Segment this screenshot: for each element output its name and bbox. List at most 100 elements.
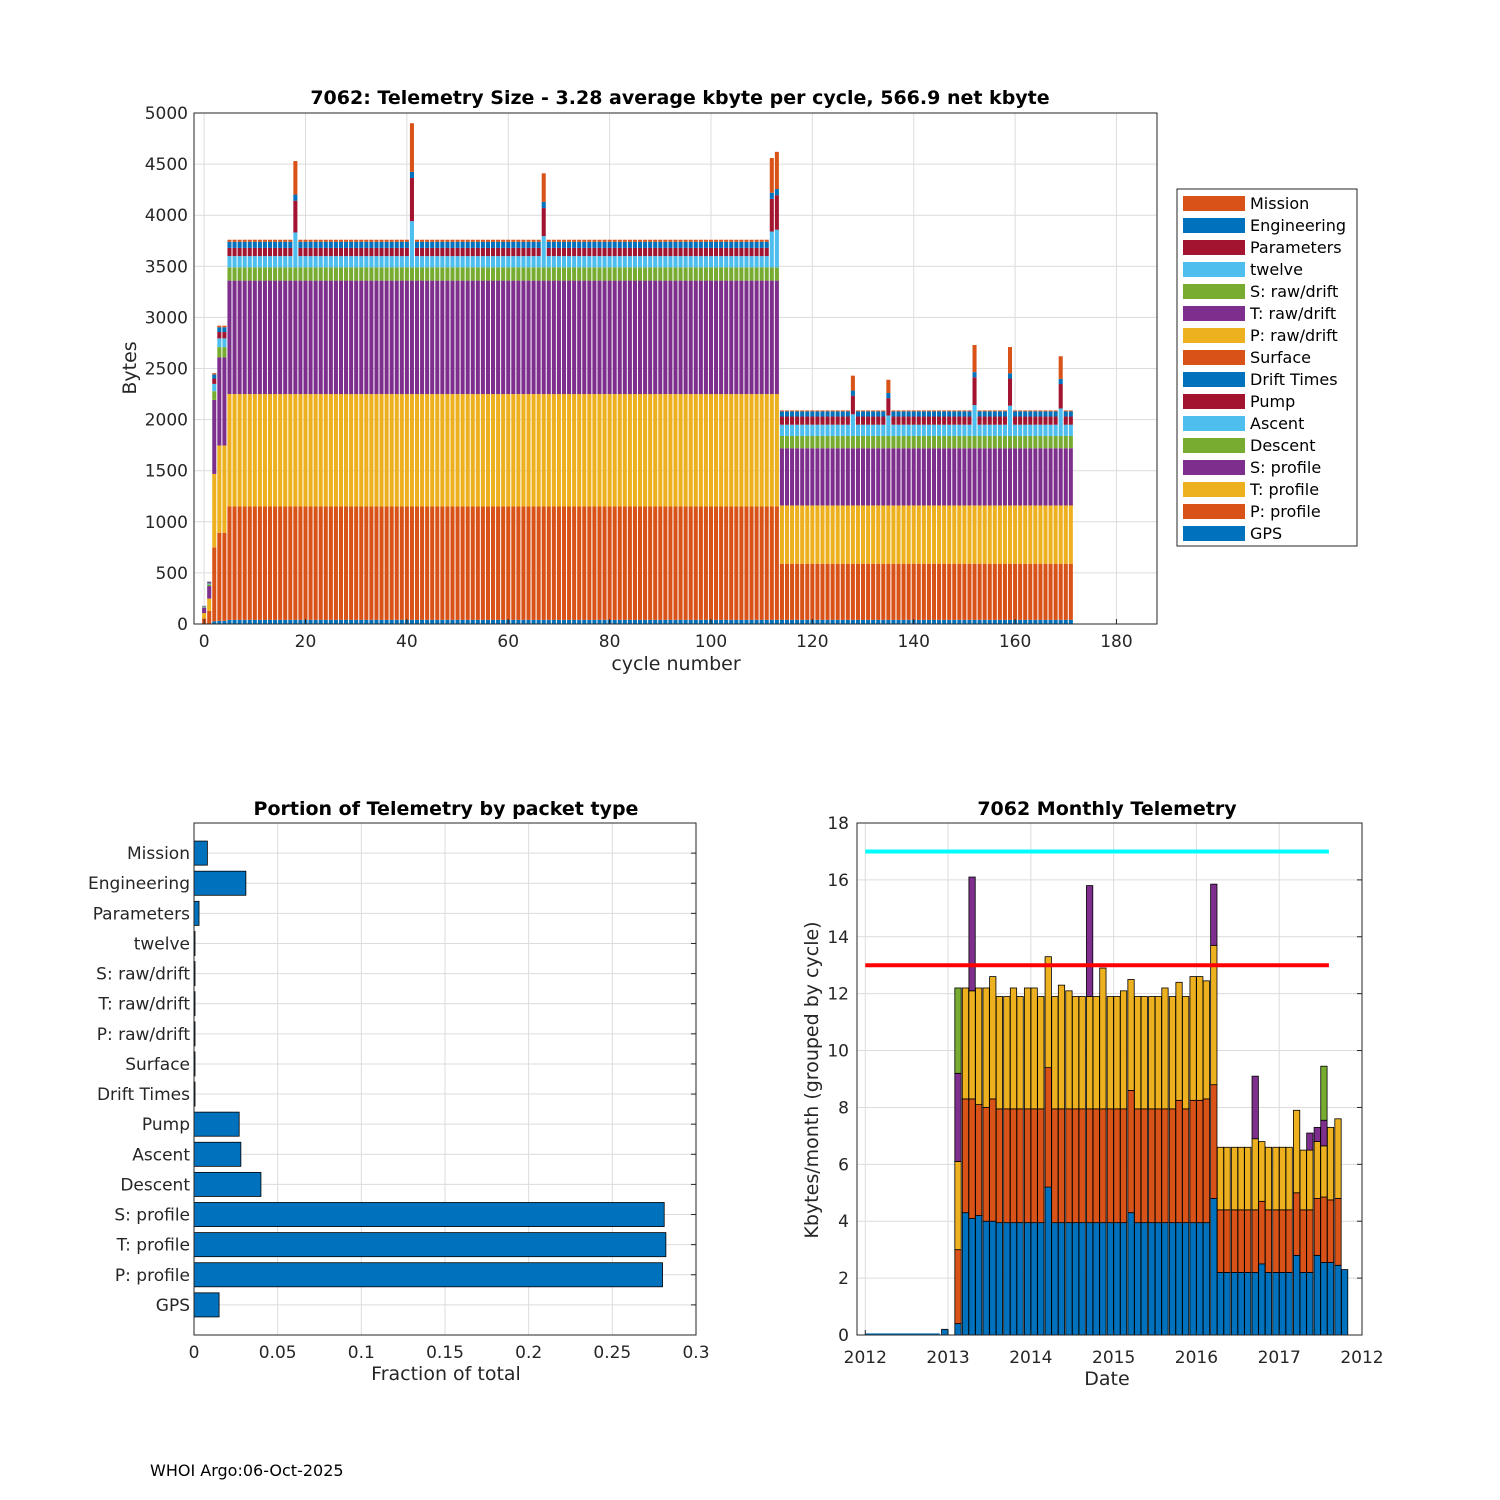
bar-segment-mission [323, 239, 328, 242]
legend-entry: T: profile [1249, 480, 1319, 499]
legend-entry: P: raw/drift [1250, 326, 1338, 345]
bar-segment-p-profile [810, 563, 815, 620]
bar-segment-gps [795, 619, 800, 624]
bar-segment-mission [896, 410, 901, 412]
bar-segment-mission [556, 239, 561, 242]
bar-segment-t-profile [425, 394, 430, 507]
bar-segment-pump [536, 247, 541, 257]
bar-segment-engineering [374, 241, 379, 248]
bar-segment-s-profile [962, 448, 967, 506]
bar-segment-mission [1002, 410, 1007, 412]
bar-segment-t-profile [678, 394, 683, 507]
month-bar-segment [1016, 1108, 1024, 1224]
fraction-bar [193, 1232, 667, 1258]
bar-segment-t-profile [896, 505, 901, 564]
month-bar-segment [1037, 996, 1045, 1110]
bar-segment-ascent [227, 256, 232, 268]
bar-segment-pump [790, 416, 795, 425]
bar-segment-ascent [896, 424, 901, 436]
bar-segment-mission [420, 239, 425, 242]
category-label: S: profile [114, 1206, 190, 1226]
bar-segment-pump [992, 416, 997, 425]
bar-segment-pump [749, 247, 754, 257]
bar-segment-s-profile [683, 280, 688, 395]
bar-segment-engineering [582, 241, 587, 248]
bar-segment-t-profile [592, 394, 597, 507]
bar-segment-t-profile [937, 505, 942, 564]
bar-segment-pump [1013, 416, 1018, 425]
bar-segment-gps [344, 619, 349, 624]
bar-segment-s-profile [871, 448, 876, 506]
bar-segment-gps [921, 619, 926, 624]
bar-segment-t-profile [252, 394, 257, 507]
bar-segment-mission [587, 239, 592, 242]
bar-segment-p-profile [825, 563, 830, 620]
bar-segment-mission [739, 239, 744, 242]
month-bar-segment [1264, 1209, 1273, 1273]
bar-segment-t-profile [389, 394, 394, 507]
bar-segment-mission [232, 239, 237, 242]
bar-segment-p-profile [445, 506, 450, 620]
bar-segment-pump [333, 247, 338, 257]
bar-segment-pump [886, 398, 891, 416]
bar-segment-mission [577, 239, 582, 242]
bar-segment-engineering [556, 241, 561, 248]
bar-segment-descent [232, 267, 237, 281]
bar-segment-p-profile [232, 506, 237, 620]
bar-segment-s-profile [861, 448, 866, 506]
bar-segment-descent [703, 267, 708, 281]
bar-segment-mission [729, 239, 734, 242]
month-bar-segment [1202, 980, 1210, 1100]
month-bar-segment [1113, 1108, 1121, 1224]
bar-segment-t-profile [962, 505, 967, 564]
bar-segment-ascent [526, 256, 531, 268]
bar-segment-p-profile [293, 506, 298, 620]
bar-segment-p-profile [587, 506, 592, 620]
bar-segment-ascent [714, 256, 719, 268]
bar-segment-engineering [379, 241, 384, 248]
bar-segment-s-profile [374, 280, 379, 395]
x-tick-label: 140 [897, 632, 929, 652]
legend-swatch [1183, 482, 1245, 497]
bar-segment-s-profile [982, 448, 987, 506]
bar-segment-mission [977, 410, 982, 412]
bar-segment-descent [714, 267, 719, 281]
bar-segment-pump [587, 247, 592, 257]
bar-segment-s-profile [389, 280, 394, 395]
bar-segment-mission [850, 375, 855, 391]
bar-segment-descent [526, 267, 531, 281]
bar-segment-mission [394, 239, 399, 242]
bar-segment-pump [379, 247, 384, 257]
bar-segment-engineering [653, 241, 658, 248]
bar-segment-pump [556, 247, 561, 257]
bar-segment-engineering [222, 327, 227, 333]
bar-segment-pump [1002, 416, 1007, 425]
bar-segment-descent [759, 267, 764, 281]
bar-segment-t-profile [293, 394, 298, 507]
month-bar-segment [1299, 1209, 1307, 1273]
bar-segment-pump [496, 247, 501, 257]
bar-segment-pump [648, 247, 653, 257]
bar-segment-mission [612, 239, 617, 242]
bar-segment-t-profile [349, 394, 354, 507]
category-label: T: raw/drift [97, 995, 190, 1015]
bar-segment-p-profile [541, 506, 546, 620]
bar-segment-s-profile [1007, 448, 1013, 506]
bar-segment-gps [318, 619, 323, 624]
bar-segment-pump [293, 200, 298, 233]
month-bar-segment [954, 1161, 962, 1251]
bar-segment-engineering [698, 241, 703, 248]
bar-segment-p-profile [237, 506, 242, 620]
bar-segment-p-profile [926, 563, 931, 620]
bar-segment-mission [683, 239, 688, 242]
bar-segment-engineering [1038, 411, 1043, 417]
bar-segment-descent [739, 267, 744, 281]
monthly-title: 7062 Monthly Telemetry [977, 798, 1237, 820]
bar-segment-gps [805, 619, 810, 624]
bar-segment-s-profile [886, 448, 891, 506]
bar-segment-s-profile [1018, 448, 1023, 506]
bar-segment-p-profile [1033, 563, 1038, 620]
bar-segment-s-profile [977, 448, 982, 506]
x-tick-label: 0.3 [682, 1343, 709, 1363]
bar-segment-descent [987, 435, 992, 449]
